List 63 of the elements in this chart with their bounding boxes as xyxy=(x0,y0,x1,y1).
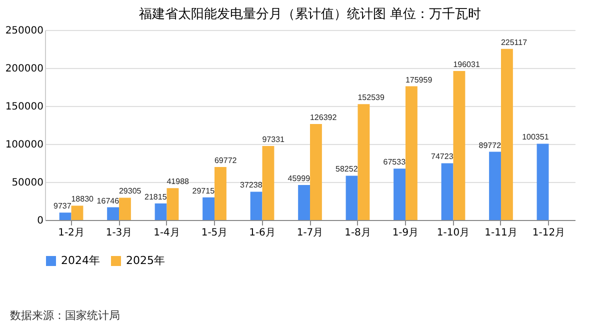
data-label: 18830 xyxy=(71,194,94,204)
bar xyxy=(154,203,167,220)
data-label: 21815 xyxy=(144,192,168,202)
data-label: 152539 xyxy=(358,93,385,102)
data-label: 9737 xyxy=(53,202,72,211)
bar xyxy=(346,176,358,220)
bar xyxy=(298,185,310,220)
source-note: 数据来源：国家统计局 xyxy=(10,308,120,323)
bar xyxy=(394,168,406,220)
x-tick-label: 1-7月 xyxy=(296,228,324,238)
x-tick-label: 1-5月 xyxy=(201,228,228,238)
y-tick-label: 50000 xyxy=(12,178,44,188)
data-label: 126392 xyxy=(310,112,338,122)
legend-label: 2024年 xyxy=(61,254,100,267)
bar xyxy=(441,163,454,220)
data-label: 74723 xyxy=(431,152,454,162)
legend-label: 2025年 xyxy=(126,254,165,267)
y-tick-label: 0 xyxy=(37,216,44,226)
bar xyxy=(71,206,84,220)
data-label: 175959 xyxy=(405,75,433,84)
data-label: 69772 xyxy=(214,156,238,165)
y-tick-label: 150000 xyxy=(5,102,44,112)
bar xyxy=(202,197,215,220)
bar xyxy=(262,146,274,220)
y-tick-label: 100000 xyxy=(5,140,44,150)
chart-title: 福建省太阳能发电量分月（累计值）统计图 单位：万千瓦时 xyxy=(138,7,482,22)
x-tick-label: 1-2月 xyxy=(58,228,84,238)
y-tick-label: 200000 xyxy=(5,64,44,74)
bar xyxy=(453,71,466,220)
x-tick-label: 1-11月 xyxy=(484,228,518,238)
data-label: 100351 xyxy=(522,132,550,142)
data-label: 97331 xyxy=(262,135,286,144)
x-tick-label: 1-3月 xyxy=(106,228,132,238)
data-label: 41988 xyxy=(166,177,190,186)
bar xyxy=(500,48,513,220)
x-tick-label: 1-9月 xyxy=(392,228,419,238)
x-tick-label: 1-8月 xyxy=(344,228,371,238)
bar xyxy=(358,104,370,220)
data-label: 225117 xyxy=(500,38,528,47)
bar xyxy=(405,86,418,220)
data-label: 29305 xyxy=(118,186,142,196)
bar xyxy=(59,212,72,220)
data-label: 37238 xyxy=(240,180,263,190)
data-label: 58252 xyxy=(336,164,358,174)
bar xyxy=(166,188,179,220)
bar xyxy=(119,198,131,220)
bar xyxy=(489,152,501,220)
data-label: 67533 xyxy=(383,158,406,167)
x-tick-label: 1-12月 xyxy=(532,228,566,238)
x-tick-label: 1-4月 xyxy=(154,228,180,238)
data-label: 89772 xyxy=(478,140,502,150)
data-label: 196031 xyxy=(453,60,480,70)
data-label: 16746 xyxy=(96,196,120,206)
x-tick-label: 1-6月 xyxy=(249,228,276,238)
bar xyxy=(214,166,226,220)
bar xyxy=(310,124,322,220)
bar xyxy=(536,144,549,220)
bar xyxy=(250,192,262,220)
x-tick-label: 1-10月 xyxy=(436,228,470,238)
y-tick-label: 250000 xyxy=(5,26,44,36)
data-label: 45999 xyxy=(288,174,311,184)
bar xyxy=(107,207,120,220)
data-label: 29715 xyxy=(192,186,216,196)
